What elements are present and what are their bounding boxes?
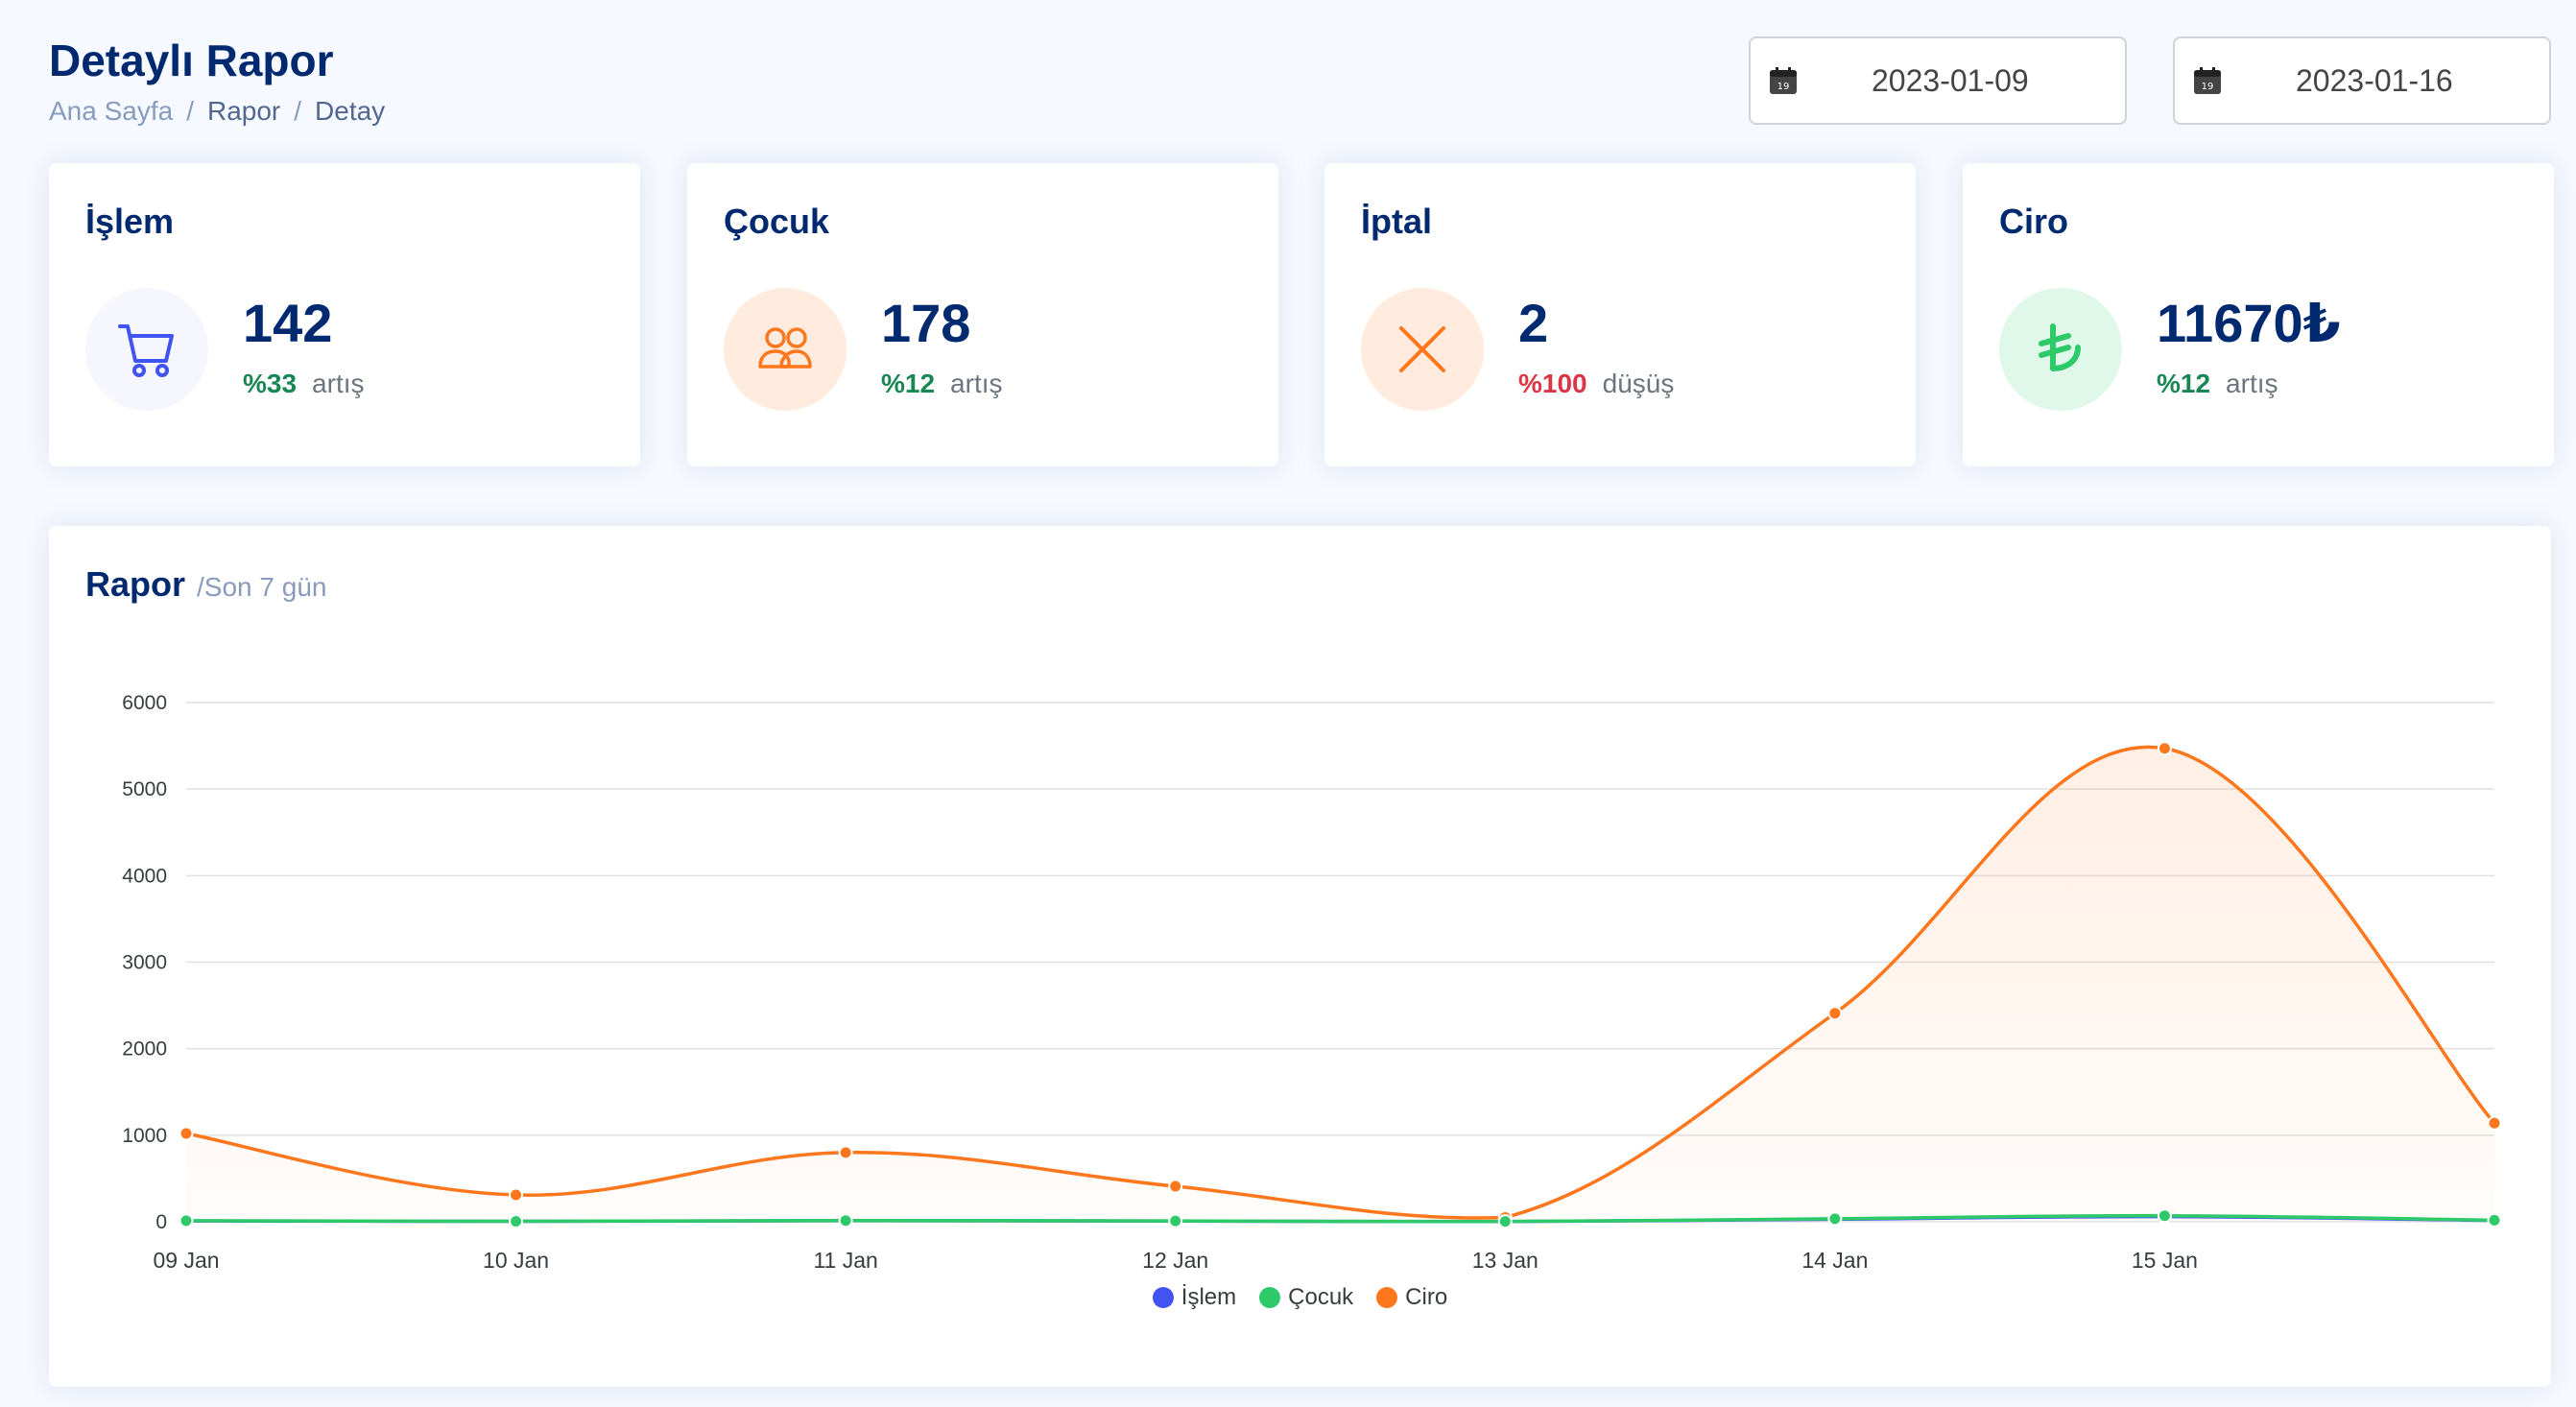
page-title: Detaylı Rapor (49, 36, 334, 85)
x-tick-label: 12 Jan (1142, 1248, 1208, 1273)
card-change: %12 artış (2157, 369, 2278, 399)
change-percent: %12 (881, 369, 936, 398)
data-point (509, 1187, 524, 1203)
breadcrumb-detay: Detay (315, 96, 386, 126)
data-point (179, 1213, 194, 1228)
chart-subtitle: /Son 7 gün (197, 572, 327, 602)
data-point (1827, 1006, 1843, 1021)
report-chart-card: Rapor /Son 7 gün 0 1000 2000 3000 4000 5000 60… (49, 526, 2551, 1387)
series-line-1 (185, 1213, 2495, 1224)
calendar-day-label: 19 (2202, 82, 2214, 92)
card-title: İptal (1361, 202, 1433, 241)
y-tick-label: 4000 (122, 865, 167, 887)
breadcrumb-home[interactable]: Ana Sayfa (49, 96, 174, 126)
legend-dot (1376, 1287, 1398, 1308)
calendar-icon: 19 (2194, 67, 2221, 94)
legend-item-islem[interactable]: İşlem (1152, 1284, 1237, 1311)
cart-icon (118, 324, 174, 377)
legend-dot (1152, 1287, 1174, 1308)
data-point (2157, 741, 2172, 756)
card-change: %100 düşüş (1518, 369, 1674, 399)
data-point (838, 1145, 853, 1160)
data-point (1497, 1214, 1513, 1229)
end-date-value: 2023-01-16 (2296, 62, 2453, 98)
y-tick-label: 2000 (122, 1038, 167, 1061)
data-point (2487, 1212, 2502, 1228)
change-percent: %100 (1518, 369, 1587, 398)
card-title: İşlem (85, 202, 175, 241)
data-point (2157, 1208, 2172, 1224)
legend-label: Ciro (1405, 1284, 1448, 1310)
change-percent: %33 (243, 369, 298, 398)
y-tick-label: 5000 (122, 778, 167, 800)
card-title: Ciro (1999, 202, 2068, 241)
x-icon (1399, 326, 1445, 372)
y-tick-label: 0 (155, 1211, 167, 1233)
card-icon-circle (1999, 288, 2122, 411)
data-point (509, 1213, 524, 1228)
breadcrumb-separator: / (186, 96, 194, 126)
calendar-icon: 19 (1770, 67, 1797, 94)
y-tick-label: 1000 (122, 1125, 167, 1147)
end-date-input[interactable]: 19 2023-01-16 (2173, 36, 2551, 125)
change-trend: artış (2226, 369, 2278, 398)
card-islem: İşlem 142 %33 artış (49, 163, 640, 466)
y-tick-label: 3000 (122, 952, 167, 974)
start-date-value: 2023-01-09 (1872, 62, 2029, 98)
card-change: %12 artış (881, 369, 1003, 399)
series-area-ciro (186, 747, 2494, 1222)
legend-label: Çocuk (1288, 1284, 1354, 1310)
y-tick-label: 6000 (122, 692, 167, 714)
breadcrumb: Ana Sayfa / Rapor / Detay (49, 96, 385, 127)
x-tick-label: 13 Jan (1472, 1248, 1538, 1273)
legend-item-cocuk[interactable]: Çocuk (1259, 1284, 1353, 1311)
data-point (1168, 1179, 1183, 1194)
data-point (2487, 1115, 2502, 1131)
start-date-input[interactable]: 19 2023-01-09 (1749, 36, 2127, 125)
card-change: %33 artış (243, 369, 365, 399)
x-tick-label: 11 Jan (813, 1248, 877, 1273)
data-point (838, 1213, 853, 1228)
report-chart[interactable]: 0 1000 2000 3000 4000 5000 6000 09 Jan 10 Jan 11 … (49, 526, 2551, 1387)
change-percent: %12 (2157, 369, 2211, 398)
data-point (1827, 1211, 1843, 1227)
breadcrumb-separator: / (294, 96, 302, 126)
legend-label: İşlem (1181, 1284, 1237, 1310)
people-icon (758, 327, 812, 369)
card-value: 178 (881, 293, 971, 353)
card-value: 2 (1518, 293, 1549, 353)
change-trend: düşüş (1602, 369, 1675, 398)
card-icon-circle (724, 288, 847, 411)
card-ciro: Ciro 11670₺ %12 artış (1963, 163, 2554, 466)
chart-title: Rapor /Son 7 gün (85, 564, 326, 605)
data-point (179, 1126, 194, 1141)
chart-title-text: Rapor (85, 564, 186, 604)
card-icon-circle (1361, 288, 1484, 411)
calendar-day-label: 19 (1777, 82, 1790, 92)
legend-dot (1259, 1287, 1281, 1308)
lira-icon (2039, 323, 2081, 371)
card-value: 11670₺ (2157, 293, 2341, 353)
legend-item-ciro[interactable]: Ciro (1376, 1284, 1447, 1311)
x-tick-label: 15 Jan (2132, 1248, 2198, 1273)
card-cocuk: Çocuk 178 %12 artış (687, 163, 1278, 466)
change-trend: artış (950, 369, 1003, 398)
card-title: Çocuk (724, 202, 830, 241)
data-point (1168, 1213, 1183, 1228)
breadcrumb-rapor[interactable]: Rapor (206, 96, 281, 126)
card-iptal: İptal 2 %100 düşüş (1324, 163, 1916, 466)
x-tick-label: 10 Jan (483, 1248, 549, 1273)
card-value: 142 (243, 293, 333, 353)
x-tick-label: 09 Jan (153, 1248, 219, 1273)
chart-legend: İşlem Çocuk Ciro (49, 1284, 2551, 1311)
card-icon-circle (85, 288, 208, 411)
change-trend: artış (312, 369, 365, 398)
x-tick-label: 14 Jan (1801, 1248, 1868, 1273)
